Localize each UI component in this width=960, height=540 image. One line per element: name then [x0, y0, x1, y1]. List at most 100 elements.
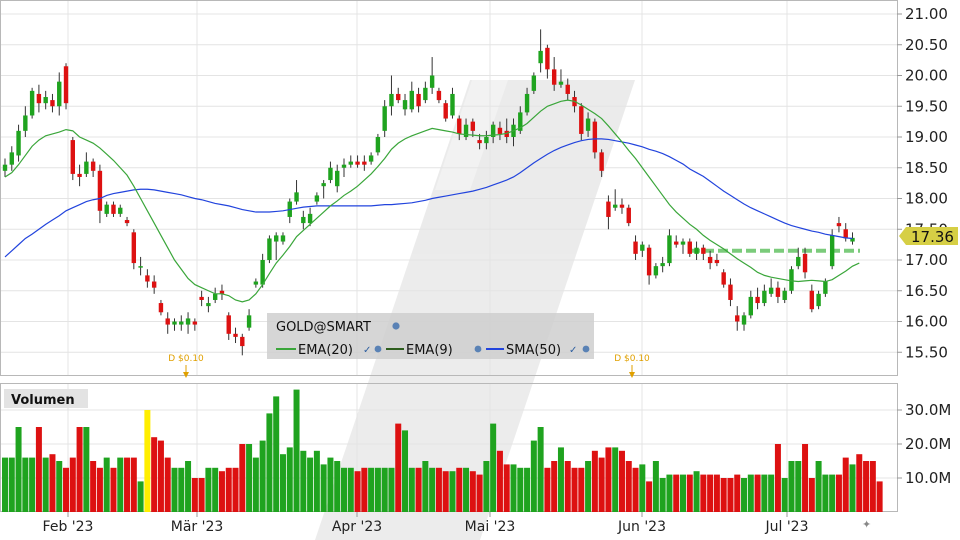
volume-bar	[659, 478, 666, 512]
volume-bar	[198, 478, 205, 512]
volume-bar	[618, 450, 625, 512]
gear-icon[interactable]	[582, 345, 590, 353]
date-tick-label: Feb '23	[43, 519, 94, 535]
volume-bar	[218, 471, 225, 512]
last-price-tag: 17.36	[899, 227, 958, 246]
candle-body	[301, 216, 306, 224]
candle-body	[674, 241, 679, 245]
volume-bar	[490, 423, 497, 512]
volume-bar	[591, 450, 598, 512]
volume-bar	[354, 471, 361, 512]
candle-body	[579, 106, 584, 134]
volume-axis: 30.0M 20.0M 10.0M	[897, 401, 951, 487]
candle-body	[463, 124, 469, 137]
volume-bar	[374, 467, 381, 512]
ema20-line	[4, 99, 860, 303]
volume-bar	[551, 461, 558, 512]
volume-bar	[69, 457, 76, 512]
volume-bar	[876, 481, 883, 512]
volume-bar	[686, 474, 693, 512]
price-tick-label: 20.00	[905, 67, 948, 85]
volume-bar	[395, 423, 402, 512]
check-icon[interactable]: ✓	[363, 345, 371, 356]
price-axis: 21.0020.5020.0019.5019.0018.5018.0017.50…	[897, 5, 948, 361]
volume-bar	[239, 444, 246, 512]
candle-body	[551, 69, 557, 85]
candle-body	[524, 93, 530, 113]
volume-bar	[8, 457, 15, 512]
candle-body	[484, 137, 489, 144]
check-icon[interactable]: ✓	[569, 345, 577, 356]
gear-icon[interactable]	[374, 345, 382, 353]
volume-bar	[15, 427, 22, 512]
candle-body	[226, 315, 231, 334]
candle-body	[735, 315, 740, 322]
dividend-markers: D $0.10 D $0.10	[168, 354, 650, 378]
candle-body	[504, 130, 509, 137]
scroll-right-icon[interactable]: ✦	[862, 518, 871, 531]
candle-body	[748, 296, 753, 316]
volume-bar	[503, 464, 510, 512]
volume-bar	[402, 430, 409, 512]
candle-body	[219, 290, 225, 294]
candle-body	[2, 164, 8, 171]
candle-body	[362, 161, 367, 165]
candle-body	[179, 321, 184, 325]
candle-body	[816, 293, 821, 307]
candle-body	[111, 204, 116, 214]
volume-bar	[795, 461, 802, 512]
candle-body	[138, 266, 143, 268]
volume-bar	[415, 467, 422, 512]
price-tick-label: 16.00	[905, 313, 948, 331]
volume-bar	[137, 481, 144, 512]
volume-bar	[266, 413, 273, 512]
candle-body	[90, 161, 96, 171]
volume-bar	[320, 464, 327, 512]
volume-bar	[774, 444, 781, 512]
volume-bar	[598, 457, 605, 512]
volume-bar	[246, 444, 253, 512]
volume-bar	[564, 461, 571, 512]
gear-icon[interactable]	[474, 345, 482, 353]
candle-body	[104, 204, 109, 214]
date-tick-label: Apr '23	[332, 519, 382, 535]
volume-bar	[341, 467, 347, 512]
candle-body	[538, 50, 543, 64]
volume-bar	[652, 461, 659, 512]
candle-body	[212, 293, 218, 300]
volume-bar	[524, 467, 531, 512]
volume-bar	[435, 467, 442, 512]
candle-body	[328, 167, 333, 181]
volume-bar	[754, 474, 761, 512]
candle-body	[396, 93, 401, 101]
candle-body	[50, 100, 55, 107]
candle-body	[836, 223, 842, 227]
candle-body	[829, 235, 835, 267]
candle-body	[497, 127, 503, 134]
candle-body	[29, 90, 35, 116]
candle-body	[355, 161, 360, 165]
volume-bar	[327, 457, 334, 512]
candle-body	[402, 100, 408, 110]
volume-title: Volumen	[11, 393, 75, 408]
price-tick-label: 15.50	[905, 343, 948, 361]
volume-bar	[720, 478, 727, 512]
candle-body	[592, 121, 598, 153]
candle-body	[457, 118, 462, 134]
volume-bar	[829, 474, 836, 512]
volume-bar	[273, 396, 280, 512]
candle-body	[477, 140, 482, 144]
volume-bar	[693, 471, 700, 512]
last-price-label: 17.36	[911, 228, 954, 246]
candle-body	[619, 204, 625, 208]
volume-tick-label: 20.0M	[905, 435, 951, 453]
volume-bar	[185, 461, 192, 512]
volume-bar	[232, 467, 239, 512]
candle-body	[850, 237, 855, 242]
volume-bar	[225, 467, 232, 512]
symbol-gear-icon[interactable]	[392, 322, 400, 330]
volume-bar	[666, 474, 673, 512]
candle-body	[796, 256, 801, 267]
volume-bar	[381, 467, 388, 512]
volume-bar	[110, 467, 117, 512]
